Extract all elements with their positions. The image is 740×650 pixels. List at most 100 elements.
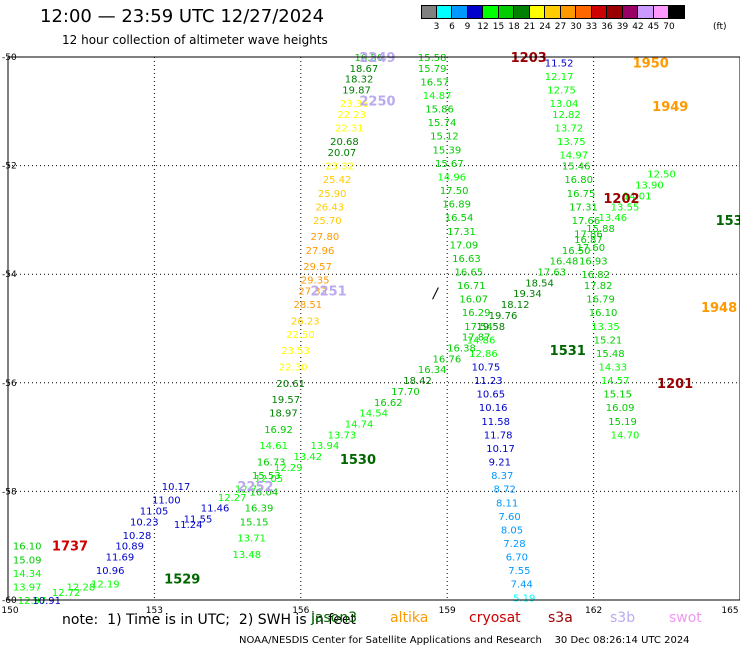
color-scale-tick: 9 xyxy=(464,22,471,32)
wave-height-point: 10.65 xyxy=(476,390,505,401)
x-tick-label: 153 xyxy=(146,606,163,616)
wave-height-point: 11.00 xyxy=(152,496,181,507)
wave-height-point: 11.58 xyxy=(481,417,510,428)
grid-lines xyxy=(8,57,740,600)
color-swatch xyxy=(467,5,483,19)
wave-height-point: 28.51 xyxy=(293,300,322,311)
chart-title: 12:00 — 23:59 UTC 12/27/2024 xyxy=(40,6,325,27)
wave-height-point: 5.19 xyxy=(513,593,535,604)
wave-height-point: 16.10 xyxy=(589,308,618,319)
wave-height-point: 7.55 xyxy=(508,566,530,577)
wave-height-point: 11.78 xyxy=(484,430,513,441)
wave-height-point: 16.34 xyxy=(418,365,447,376)
wave-height-point: 15.39 xyxy=(433,145,462,156)
track-label: 1737 xyxy=(52,540,88,555)
track-label: 1201 xyxy=(657,377,693,392)
track-label: 1950 xyxy=(633,56,669,71)
color-scale-tick: 15 xyxy=(492,22,505,32)
color-swatch xyxy=(452,5,468,19)
wave-height-point: 17.31 xyxy=(447,227,476,238)
y-tick-label: -60 xyxy=(2,596,17,606)
track-label: 1529 xyxy=(164,572,200,587)
wave-height-point: 19.34 xyxy=(513,289,542,300)
wave-height-point: 8.11 xyxy=(496,498,518,509)
satellite-legend-item: s3a xyxy=(548,610,573,626)
satellite-legend-item: altika xyxy=(390,610,429,626)
x-tick-label: 165 xyxy=(721,606,738,616)
color-scale-tick: 30 xyxy=(570,22,582,32)
wave-height-point: 15.19 xyxy=(608,417,637,428)
wave-height-point: 15.88 xyxy=(586,224,615,235)
wave-height-point: 11.05 xyxy=(140,506,169,517)
wave-height-point: 29.57 xyxy=(303,262,332,273)
wave-height-point: 16.93 xyxy=(579,257,608,268)
wave-height-point: 13.55 xyxy=(611,202,640,213)
wave-height-point: 12.75 xyxy=(547,86,576,97)
track-label: 1949 xyxy=(652,100,688,115)
wave-height-point: 23.36 xyxy=(340,99,369,110)
wave-height-point: 16.07 xyxy=(459,295,488,306)
wave-height-point: 16.71 xyxy=(457,281,486,292)
wave-height-point: 17.09 xyxy=(450,240,479,251)
wave-height-point: 13.94 xyxy=(311,441,340,452)
color-scale-tick: 42 xyxy=(632,22,644,32)
wave-height-point: 16.75 xyxy=(567,189,596,200)
wave-height-point: 16.92 xyxy=(264,425,293,436)
wave-height-point: 14.34 xyxy=(13,569,42,580)
wave-height-point: 11.46 xyxy=(201,504,230,515)
wave-height-point: 16.39 xyxy=(245,504,274,515)
wave-height-point: 12.05 xyxy=(254,474,283,485)
wave-height-point: 14.97 xyxy=(559,151,588,162)
color-scale-tick: 24 xyxy=(539,22,551,32)
wave-height-point: 14.01 xyxy=(623,191,652,202)
wave-height-point: 6.70 xyxy=(506,553,528,564)
wave-height-point: 20.07 xyxy=(328,148,357,159)
wave-height-point: 14.33 xyxy=(598,363,627,374)
wave-height-point: 22.30 xyxy=(279,363,308,374)
wave-height-point: 15.09 xyxy=(13,555,42,566)
wave-height-point: 16.04 xyxy=(250,487,279,498)
wave-height-point: 16.09 xyxy=(606,403,635,414)
wave-height-point: 25.90 xyxy=(318,189,347,200)
wave-height-point: 10.96 xyxy=(96,566,125,577)
wave-height-point: 12.50 xyxy=(647,170,676,181)
wave-height-point: 15.79 xyxy=(418,64,447,75)
track-label: 1531 xyxy=(550,344,586,359)
wave-height-point: 16.48 xyxy=(550,257,579,268)
wave-height-point: 22.23 xyxy=(337,110,366,121)
color-swatch xyxy=(591,5,607,19)
wave-height-point: 15.58 xyxy=(418,53,447,64)
wave-height-point: 7.44 xyxy=(511,580,533,591)
color-swatch xyxy=(576,5,592,19)
wave-height-point: 16.89 xyxy=(442,200,471,211)
color-swatch xyxy=(622,5,638,19)
wave-height-point: 16.65 xyxy=(455,267,484,278)
wave-height-point: 16.10 xyxy=(13,542,42,553)
wave-height-point: 15.21 xyxy=(594,335,623,346)
wave-height-point: 10.17 xyxy=(486,444,515,455)
satellite-legend-item: jason3 xyxy=(311,610,358,626)
color-swatch xyxy=(498,5,514,19)
wave-height-point: 10.16 xyxy=(479,403,508,414)
wave-height-point: 19.58 xyxy=(476,322,505,333)
track-label: 1532 xyxy=(716,214,740,229)
wave-height-point: 14.57 xyxy=(601,376,630,387)
wave-height-point: 8.37 xyxy=(491,471,513,482)
x-tick-label: 150 xyxy=(1,606,18,616)
track-label: 1948 xyxy=(701,301,737,316)
wave-height-point: 16.50 xyxy=(562,246,591,257)
wave-height-point: 11.23 xyxy=(474,376,503,387)
color-scale-tick: 33 xyxy=(585,22,598,32)
wave-height-point: 16.73 xyxy=(257,458,286,469)
wave-height-point: 14.61 xyxy=(259,441,288,452)
wave-height-point: 7.60 xyxy=(498,512,520,523)
wave-height-point: 25.70 xyxy=(313,216,342,227)
wave-height-point: 19.76 xyxy=(489,311,518,322)
wave-height-point: 17.87 xyxy=(462,333,491,344)
color-swatch xyxy=(545,5,561,19)
wave-height-point: 15.53 xyxy=(252,471,281,482)
chart-subtitle: 12 hour collection of altimeter wave hei… xyxy=(62,33,328,47)
wave-height-point: 13.75 xyxy=(557,137,586,148)
